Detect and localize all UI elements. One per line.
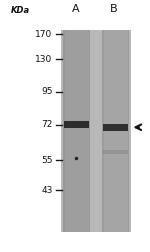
FancyBboxPatch shape bbox=[102, 30, 129, 232]
Text: A: A bbox=[72, 4, 80, 14]
FancyBboxPatch shape bbox=[61, 30, 130, 232]
FancyBboxPatch shape bbox=[103, 150, 128, 154]
FancyBboxPatch shape bbox=[64, 121, 88, 128]
Text: KDa: KDa bbox=[11, 6, 30, 15]
Text: B: B bbox=[110, 4, 117, 14]
Text: 170: 170 bbox=[35, 29, 52, 39]
FancyBboxPatch shape bbox=[63, 30, 90, 232]
FancyBboxPatch shape bbox=[63, 30, 64, 232]
FancyBboxPatch shape bbox=[103, 124, 128, 131]
FancyBboxPatch shape bbox=[102, 30, 104, 232]
Text: 43: 43 bbox=[41, 186, 52, 195]
FancyBboxPatch shape bbox=[88, 30, 90, 232]
Text: 72: 72 bbox=[41, 120, 52, 129]
Text: 95: 95 bbox=[41, 87, 52, 97]
Text: 55: 55 bbox=[41, 155, 52, 165]
Text: 130: 130 bbox=[35, 55, 52, 64]
FancyBboxPatch shape bbox=[128, 30, 129, 232]
